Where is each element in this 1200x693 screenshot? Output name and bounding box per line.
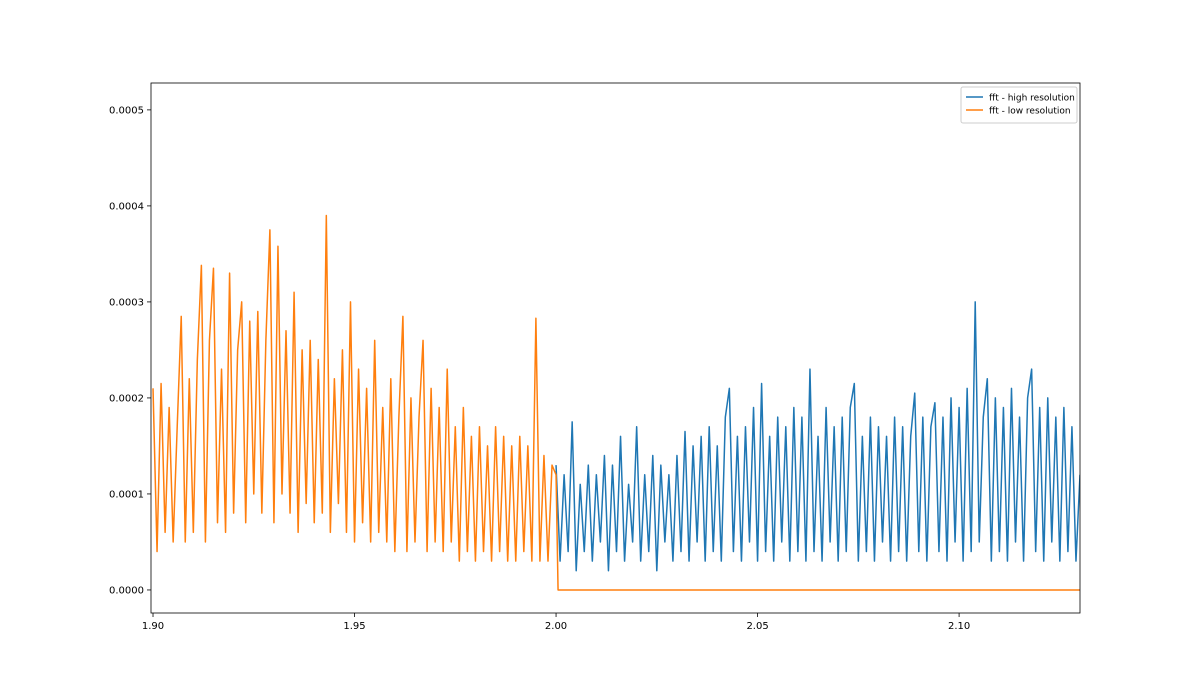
y-tick-label: 0.0003 [109, 297, 144, 308]
y-tick-label: 0.0002 [109, 393, 144, 404]
x-tick-label: 2.05 [746, 621, 768, 632]
y-tick-label: 0.0001 [109, 489, 144, 500]
plot-frame [150, 82, 1081, 614]
line-series [555, 301, 1080, 572]
line-series [152, 214, 1080, 591]
legend-label: fft - high resolution [989, 94, 1075, 104]
x-tick-label: 2.00 [545, 621, 567, 632]
y-tick-label: 0.0000 [109, 585, 144, 596]
x-tick-label: 1.95 [343, 621, 365, 632]
x-tick-label: 2.10 [948, 621, 970, 632]
legend-label: fft - low resolution [989, 107, 1071, 117]
y-tick-label: 0.0005 [109, 105, 144, 116]
y-tick-label: 0.0004 [109, 201, 144, 212]
x-tick-label: 1.90 [142, 621, 164, 632]
legend-box [960, 86, 1078, 124]
